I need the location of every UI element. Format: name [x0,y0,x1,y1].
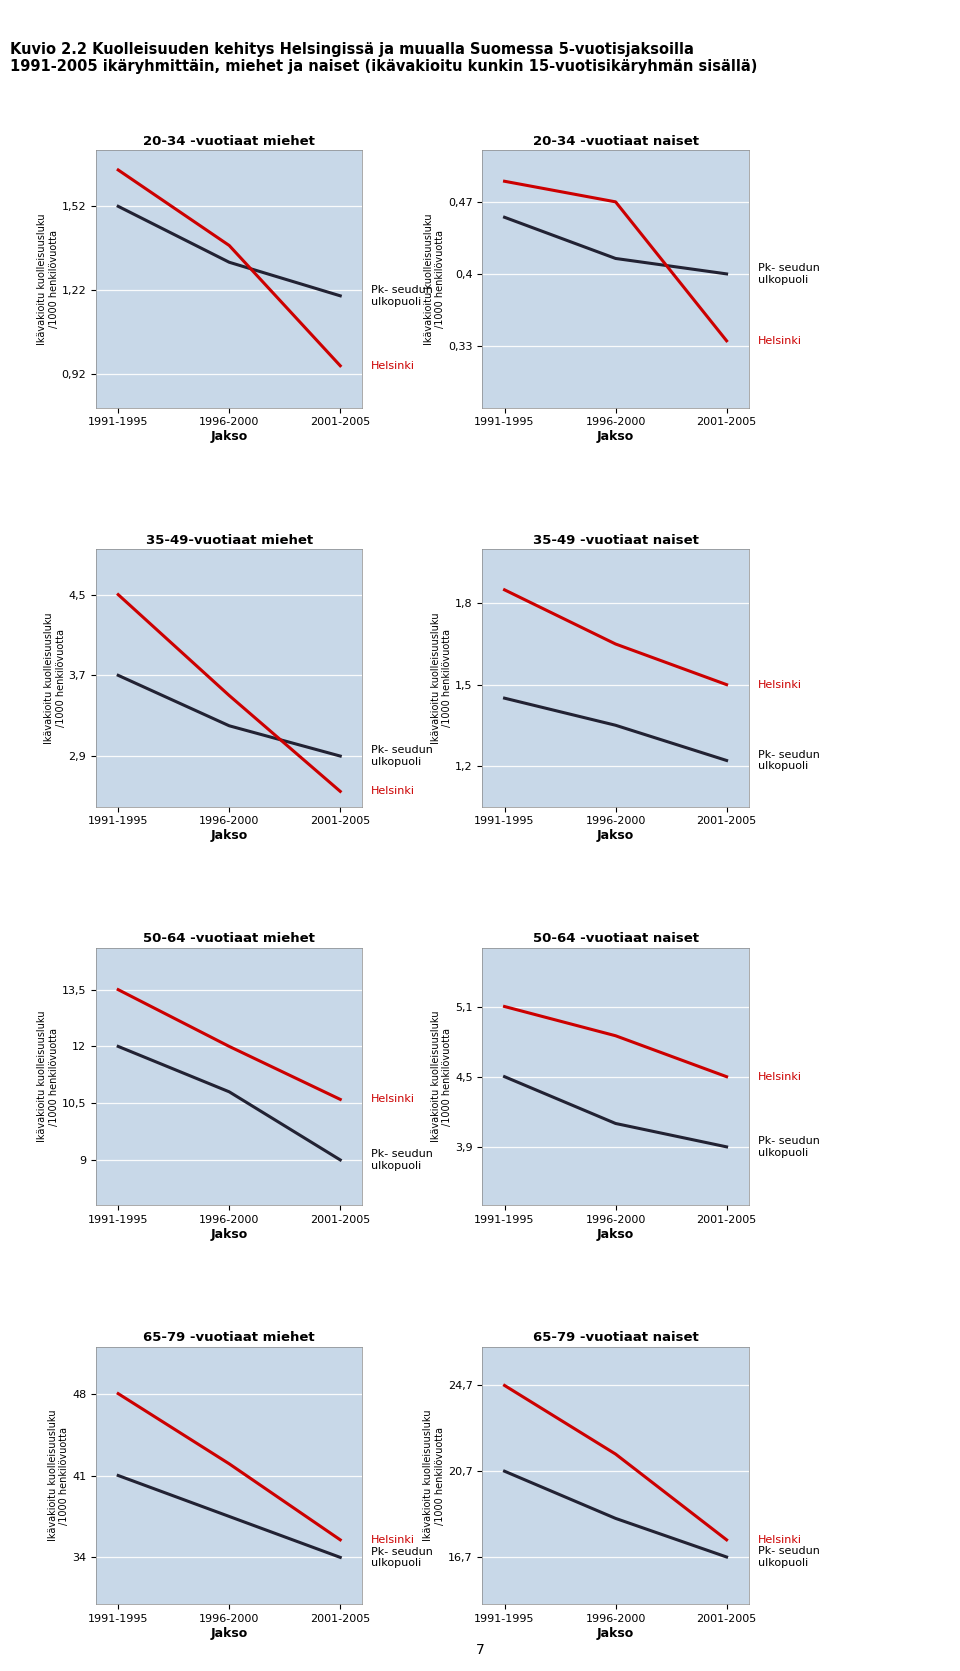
Y-axis label: Ikävakioitu kuolleisuusluku
/1000 henkilövuotta: Ikävakioitu kuolleisuusluku /1000 henkil… [37,214,59,344]
Text: 7: 7 [475,1643,485,1658]
Text: Helsinki: Helsinki [372,787,416,797]
Text: Helsinki: Helsinki [372,1095,416,1105]
Title: 35-49 -vuotiaat naiset: 35-49 -vuotiaat naiset [533,533,699,546]
Text: Pk- seudun
ulkopuoli: Pk- seudun ulkopuoli [757,1136,820,1158]
Y-axis label: Ikävakioitu kuolleisuusluku
/1000 henkilövuotta: Ikävakioitu kuolleisuusluku /1000 henkil… [431,1011,452,1143]
Text: Pk- seudun
ulkopuoli: Pk- seudun ulkopuoli [757,1546,820,1567]
Y-axis label: Ikävakioitu kuolleisuusluku
/1000 henkilövuotta: Ikävakioitu kuolleisuusluku /1000 henkil… [37,1011,59,1143]
X-axis label: Jakso: Jakso [597,429,635,443]
Y-axis label: Ikävakioitu kuolleisuusluku
/1000 henkilövuotta: Ikävakioitu kuolleisuusluku /1000 henkil… [48,1410,69,1541]
Text: Pk- seudun
ulkopuoli: Pk- seudun ulkopuoli [372,745,433,767]
Y-axis label: Ikävakioitu kuolleisuusluku
/1000 henkilövuotta: Ikävakioitu kuolleisuusluku /1000 henkil… [423,1410,445,1541]
Text: Pk- seudun
ulkopuoli: Pk- seudun ulkopuoli [372,286,433,306]
Title: 50-64 -vuotiaat miehet: 50-64 -vuotiaat miehet [143,932,315,946]
X-axis label: Jakso: Jakso [210,829,248,842]
X-axis label: Jakso: Jakso [210,1626,248,1639]
Y-axis label: Ikävakioitu kuolleisuusluku
/1000 henkilövuotta: Ikävakioitu kuolleisuusluku /1000 henkil… [423,214,445,344]
X-axis label: Jakso: Jakso [210,1228,248,1242]
Text: Kuvio 2.2 Kuolleisuuden kehitys Helsingissä ja muualla Suomessa 5-vuotisjaksoill: Kuvio 2.2 Kuolleisuuden kehitys Helsingi… [10,42,757,74]
X-axis label: Jakso: Jakso [210,429,248,443]
Title: 35-49-vuotiaat miehet: 35-49-vuotiaat miehet [146,533,313,546]
Title: 50-64 -vuotiaat naiset: 50-64 -vuotiaat naiset [533,932,699,946]
Text: Pk- seudun
ulkopuoli: Pk- seudun ulkopuoli [757,262,820,284]
Text: Helsinki: Helsinki [757,1536,802,1544]
Text: Helsinki: Helsinki [372,361,416,371]
Text: Helsinki: Helsinki [372,1536,416,1544]
Y-axis label: Ikävakioitu kuolleisuusluku
/1000 henkilövuotta: Ikävakioitu kuolleisuusluku /1000 henkil… [431,612,452,744]
Text: Pk- seudun
ulkopuoli: Pk- seudun ulkopuoli [757,750,820,772]
Title: 20-34 -vuotiaat naiset: 20-34 -vuotiaat naiset [533,135,699,147]
X-axis label: Jakso: Jakso [597,829,635,842]
Title: 65-79 -vuotiaat naiset: 65-79 -vuotiaat naiset [533,1332,699,1343]
Y-axis label: Ikävakioitu kuolleisuusluku
/1000 henkilövuotta: Ikävakioitu kuolleisuusluku /1000 henkil… [44,612,65,744]
Text: Pk- seudun
ulkopuoli: Pk- seudun ulkopuoli [372,1150,433,1171]
Text: Pk- seudun
ulkopuoli: Pk- seudun ulkopuoli [372,1547,433,1567]
Title: 20-34 -vuotiaat miehet: 20-34 -vuotiaat miehet [143,135,315,147]
Text: Helsinki: Helsinki [757,1071,802,1081]
Title: 65-79 -vuotiaat miehet: 65-79 -vuotiaat miehet [143,1332,315,1343]
Text: Helsinki: Helsinki [757,336,802,346]
Text: Helsinki: Helsinki [757,680,802,690]
X-axis label: Jakso: Jakso [597,1228,635,1242]
X-axis label: Jakso: Jakso [597,1626,635,1639]
